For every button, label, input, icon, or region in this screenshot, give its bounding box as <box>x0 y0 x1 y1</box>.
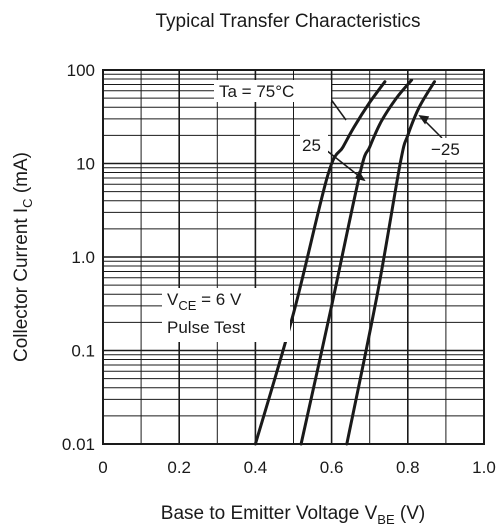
x-tick-label: 0 <box>98 458 107 477</box>
label-25: 25 <box>302 136 321 155</box>
x-tick-label: 0.4 <box>244 458 268 477</box>
curve-series-2 <box>345 80 436 446</box>
y-tick-label: 0.1 <box>71 342 95 361</box>
chart-title: Typical Transfer Characteristics <box>155 11 420 32</box>
annotation-leaders <box>325 97 443 182</box>
label-minus25-bg <box>428 138 468 160</box>
x-tick-label: 0.8 <box>396 458 420 477</box>
label-minus25: −25 <box>431 140 460 159</box>
y-tick-label: 1.0 <box>71 248 95 267</box>
label-ta-75: Ta = 75°C <box>219 82 294 101</box>
x-tick-label: 1.0 <box>472 458 496 477</box>
label-25-bg <box>300 134 328 156</box>
plot-frame <box>102 69 485 445</box>
y-tick-labels: 0.01 0.1 1.0 10 100 <box>62 61 95 454</box>
curve-series-1 <box>299 78 414 446</box>
leader-75 <box>329 97 347 121</box>
leader-25-arrow <box>354 170 366 182</box>
leader-minus25-arrow <box>418 115 430 125</box>
x-tick-label: 0.2 <box>167 458 191 477</box>
pulse-test-label: Pulse Test <box>167 318 245 337</box>
y-tick-label: 0.01 <box>62 435 95 454</box>
y-tick-label: 10 <box>76 155 95 174</box>
x-tick-label: 0.6 <box>320 458 344 477</box>
y-axis-label: Collector Current IC (mA) <box>11 152 35 362</box>
grid <box>103 70 484 444</box>
x-tick-labels: 0 0.2 0.4 0.6 0.8 1.0 <box>98 458 496 477</box>
x-axis-label: Base to Emitter Voltage VBE (V) <box>161 503 425 527</box>
label-75-bg <box>214 80 331 102</box>
y-tick-label: 100 <box>67 61 95 80</box>
vce-condition: VCE = 6 V <box>167 290 242 313</box>
conditions-bg <box>162 288 290 342</box>
